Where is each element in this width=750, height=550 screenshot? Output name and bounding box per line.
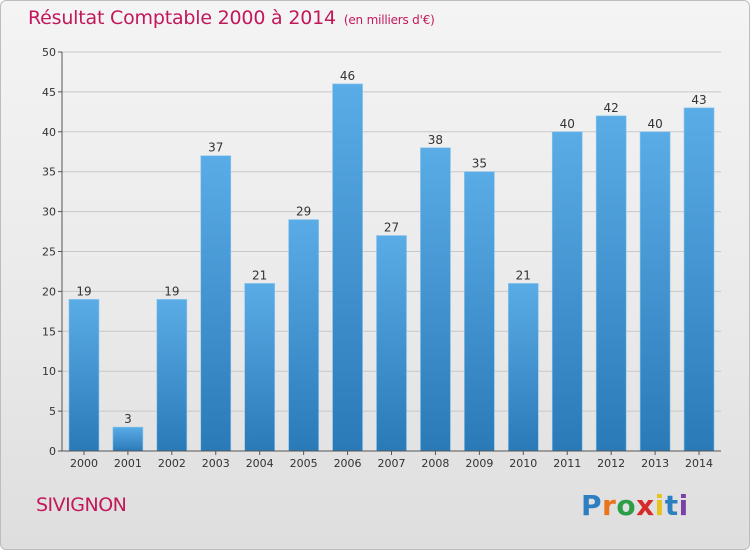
bar-2002 xyxy=(156,299,188,452)
logo-letter: i xyxy=(654,489,665,522)
bar-2005 xyxy=(288,219,319,452)
bar-2013 xyxy=(639,131,671,452)
axes: 0 5 10 15 20 25 30 35 40 45 50 2000 2001 2002 2003 2004… xyxy=(42,46,721,470)
logo-letter: t xyxy=(664,489,679,522)
logo-letter: x xyxy=(636,489,655,522)
x-tick-label-2011: 2011 xyxy=(553,457,581,470)
x-tick-label-2009: 2009 xyxy=(465,457,493,470)
logo-letter: i xyxy=(678,489,689,522)
y-tick-label: 20 xyxy=(42,285,56,298)
logo-letter: o xyxy=(616,489,637,522)
x-tick-label-2004: 2004 xyxy=(246,457,274,470)
y-tick-label: 35 xyxy=(42,166,56,179)
logo-letter: P xyxy=(581,489,603,522)
y-tick-label: 25 xyxy=(42,246,56,259)
data-label-2012: 42 xyxy=(604,101,619,115)
bars: 19 3 19 37 21 29 46 27 38 35 21 40 42 40 43 xyxy=(68,69,715,452)
y-tick-label: 40 xyxy=(42,126,56,139)
bar-2004 xyxy=(244,283,275,452)
data-label-2001: 3 xyxy=(124,412,132,426)
y-tick-label: 5 xyxy=(49,405,56,418)
bar-2008 xyxy=(420,147,451,452)
x-tick-label-2013: 2013 xyxy=(641,457,669,470)
y-tick-label: 30 xyxy=(42,206,56,219)
data-label-2010: 21 xyxy=(516,268,531,282)
data-label-2005: 29 xyxy=(296,205,311,219)
x-tick-label-2010: 2010 xyxy=(509,457,537,470)
y-tick-label: 0 xyxy=(49,445,56,458)
data-label-2013: 40 xyxy=(647,117,662,131)
bar-2000 xyxy=(68,299,100,452)
x-tick-label-2003: 2003 xyxy=(202,457,230,470)
data-label-2006: 46 xyxy=(340,69,355,83)
data-label-2014: 43 xyxy=(691,93,706,107)
y-tick-label: 45 xyxy=(42,86,56,99)
x-tick-label-2012: 2012 xyxy=(597,457,625,470)
data-label-2000: 19 xyxy=(76,284,91,298)
bar-2006 xyxy=(332,83,363,452)
bar-2011 xyxy=(551,131,583,452)
x-tick-label-2002: 2002 xyxy=(158,457,186,470)
x-tick-label-2001: 2001 xyxy=(114,457,142,470)
x-tick-label-2014: 2014 xyxy=(685,457,713,470)
proxiti-logo: Proxiti xyxy=(581,489,689,522)
x-tick-label-2008: 2008 xyxy=(421,457,449,470)
x-tick-label-2005: 2005 xyxy=(290,457,318,470)
y-tick-label: 15 xyxy=(42,325,56,338)
data-label-2002: 19 xyxy=(164,284,179,298)
y-tick-label: 10 xyxy=(42,365,56,378)
x-tick-label-2007: 2007 xyxy=(378,457,406,470)
data-label-2003: 37 xyxy=(208,141,223,155)
data-label-2008: 38 xyxy=(428,133,443,147)
y-tick-label: 50 xyxy=(42,46,56,59)
chart-title-text: Résultat Comptable 2000 à 2014 xyxy=(28,7,336,29)
bar-2014 xyxy=(683,107,715,452)
bar-2003 xyxy=(200,155,232,452)
bar-2010 xyxy=(507,283,539,452)
commune-name: SIVIGNON xyxy=(36,494,127,516)
bar-2009 xyxy=(464,171,495,452)
data-label-2004: 21 xyxy=(252,268,267,282)
logo-letter: r xyxy=(602,489,617,522)
data-label-2007: 27 xyxy=(384,221,399,235)
data-label-2011: 40 xyxy=(560,117,575,131)
bar-2012 xyxy=(595,115,627,452)
bar-2001 xyxy=(112,426,144,452)
x-tick-label-2006: 2006 xyxy=(334,457,362,470)
chart-title: Résultat Comptable 2000 à 2014 (en millie… xyxy=(28,7,435,29)
x-tick-label-2000: 2000 xyxy=(70,457,98,470)
bar-2007 xyxy=(376,235,407,452)
data-label-2009: 35 xyxy=(472,157,487,171)
chart-unit: (en milliers d'€) xyxy=(343,13,435,27)
